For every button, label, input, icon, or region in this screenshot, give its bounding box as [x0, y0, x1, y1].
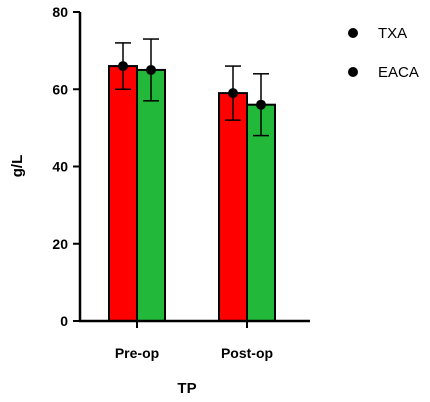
y-tick-label: 0: [60, 313, 68, 329]
legend: TXA EACA: [348, 25, 419, 81]
plot-area: [108, 38, 276, 322]
legend-marker-circle-icon: [348, 67, 358, 77]
legend-label: EACA: [378, 64, 419, 81]
x-tick-label: Post-op: [221, 345, 273, 361]
bar-eaca: [246, 103, 276, 322]
axes: g/L TP 0 20 40 60 80 Pre-op Post-op: [9, 4, 310, 397]
mean-point: [118, 61, 128, 72]
mean-point: [228, 88, 238, 99]
x-axis-title: TP: [177, 380, 196, 397]
y-tick-label: 80: [52, 4, 68, 20]
legend-item: TXA: [348, 25, 407, 42]
bar-txa: [218, 92, 248, 322]
bar-txa: [108, 65, 138, 322]
y-tick-label: 40: [52, 159, 68, 175]
mean-point: [256, 99, 266, 110]
x-tick-label: Pre-op: [115, 345, 159, 361]
legend-label: TXA: [378, 25, 407, 42]
y-axis-title: g/L: [9, 155, 26, 178]
legend-item: EACA: [348, 64, 419, 81]
bar-eaca: [136, 68, 166, 322]
y-tick-label: 20: [52, 236, 68, 252]
mean-point: [146, 64, 156, 75]
legend-marker-circle-icon: [348, 28, 358, 38]
y-tick-label: 60: [52, 81, 68, 97]
